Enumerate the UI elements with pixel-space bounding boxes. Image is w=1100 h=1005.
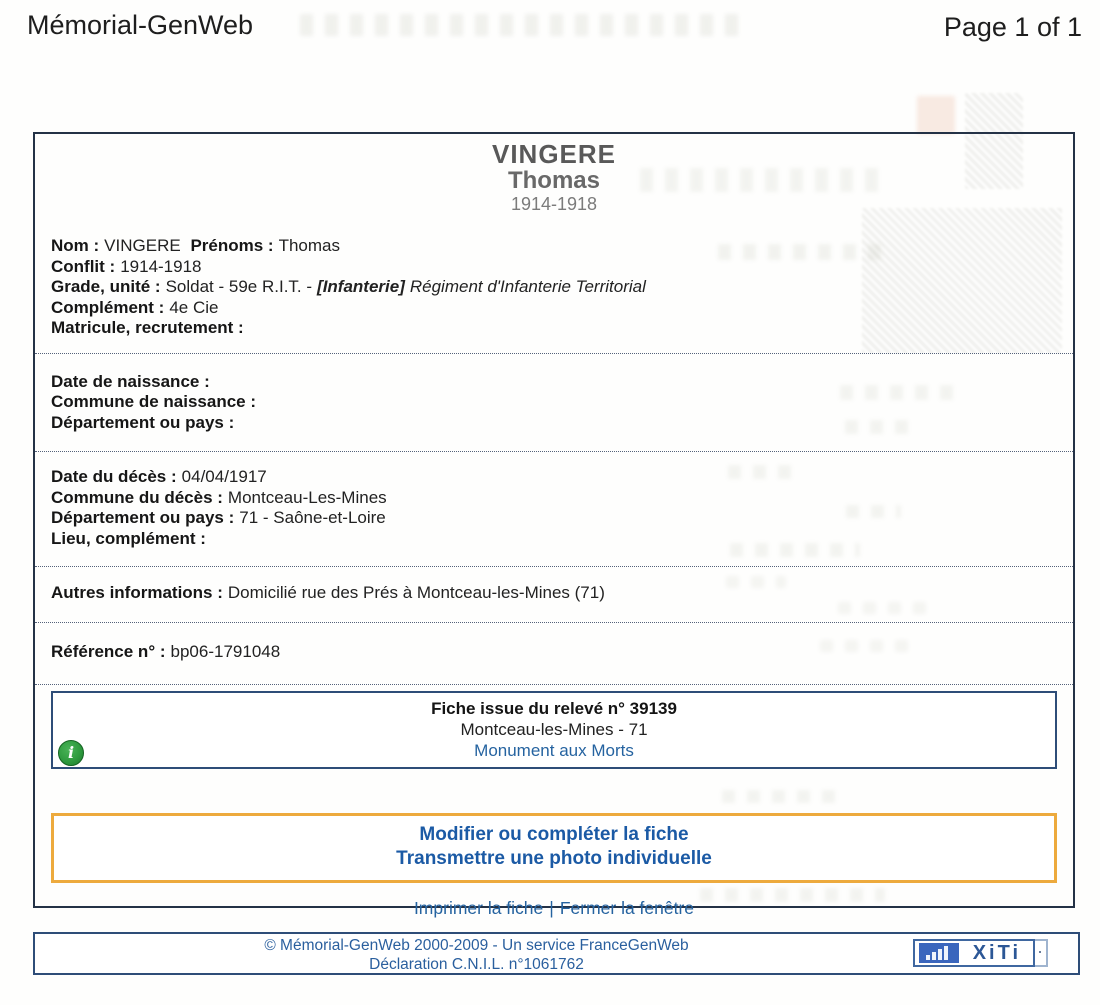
footer-bar: © Mémorial-GenWeb 2000-2009 - Un service… [33,932,1080,975]
grade-value: Soldat - 59e R.I.T. - [165,277,313,296]
conflit-label: Conflit : [51,256,116,276]
releve-place: Montceau-les-Mines - 71 [460,720,648,739]
record-given-name: Thomas [507,167,600,194]
xiti-side-box[interactable] [1035,939,1048,967]
conflit-value: 1914-1918 [120,256,202,276]
prenoms-label: Prénoms : [190,236,274,255]
row-conflit: Conflit :1914-1918 [51,257,1057,278]
reference-value: bp06-1791048 [170,641,281,661]
section-divider [35,352,1073,354]
row-nom-prenoms: Nom : VINGERE Prénoms : Thomas [51,236,1057,257]
row-death-lieu: Lieu, complément : [51,529,1057,550]
death-date-value: 04/04/1917 [181,467,267,486]
row-birth-commune: Commune de naissance : [51,392,1057,413]
birth-departement-label: Département ou pays : [51,412,235,432]
nom-value: VINGERE [104,236,181,255]
death-date-label: Date du décès : [51,467,177,486]
xiti-widget: XiTi [912,938,1048,968]
row-birth-date: Date de naissance : [51,372,1057,393]
modify-record-link[interactable]: Modifier ou compléter la fiche [419,824,689,845]
link-separator: | [549,898,554,918]
record-card: VINGERE Thomas 1914-1918 Nom : VINGERE Pr… [33,132,1075,918]
row-matricule: Matricule, recrutement : [51,318,1057,339]
footer-cnil: Déclaration C.N.I.L. n°1061762 [369,956,584,973]
xiti-logo-link[interactable]: XiTi [912,939,1035,967]
section-divider [35,566,1073,567]
other-info-value: Domicilié rue des Prés à Montceau-les-Mi… [227,583,605,602]
monument-link[interactable]: Monument aux Morts [474,741,634,760]
complement-value: 4e Cie [169,297,219,317]
print-record-link[interactable]: Imprimer la fiche [413,898,544,918]
row-grade-unite: Grade, unité : Soldat - 59e R.I.T. - [Infa… [51,277,1057,298]
row-complement: Complément :4e Cie [51,298,1057,319]
section-death: Date du décès :04/04/1917 Commune du déc… [51,452,1057,566]
info-icon[interactable]: i [58,740,84,766]
row-death-departement: Département ou pays :71 - Saône-et-Loire [51,508,1057,529]
submit-photo-link[interactable]: Transmettre une photo individuelle [396,848,712,869]
releve-box: Fiche issue du relevé n° 39139 Montceau-… [51,691,1057,769]
section-identity: Nom : VINGERE Prénoms : Thomas Conflit :19… [51,215,1057,353]
grade-label: Grade, unité : [51,277,161,296]
scan-artifact [300,14,740,36]
matricule-label: Matricule, recrutement : [51,318,244,337]
print-close-row: Imprimer la fiche | Fermer la fenêtre [51,898,1057,919]
death-commune-label: Commune du décès : [51,487,223,507]
record-surname: VINGERE [491,139,617,169]
close-window-link[interactable]: Fermer la fenêtre [559,898,695,918]
section-divider [35,621,1073,623]
row-death-date: Date du décès :04/04/1917 [51,467,1057,488]
section-divider [35,451,1073,452]
section-other-info: Autres informations : Domicilié rue des P… [51,567,1057,622]
footer-copyright: © Mémorial-GenWeb 2000-2009 - Un service… [264,937,689,954]
section-reference: Référence n° : bp06-1791048 [51,623,1057,685]
record-title-block: VINGERE Thomas 1914-1918 [51,134,1057,215]
birth-date-label: Date de naissance : [51,371,210,391]
record-war-years: 1914-1918 [510,194,598,214]
section-birth: Date de naissance : Commune de naissance… [51,354,1057,452]
reference-label: Référence n° : [51,641,166,661]
death-departement-label: Département ou pays : [51,508,235,527]
complement-label: Complément : [51,297,165,317]
death-commune-value: Montceau-Les-Mines [227,487,387,507]
row-death-commune: Commune du décès : Montceau-Les-Mines [51,488,1057,509]
xiti-label: XiTi [972,942,1021,964]
grade-arm-desc: Régiment d'Infanterie Territorial [409,277,646,296]
section-divider [35,684,1073,685]
bar-chart-icon [918,943,959,963]
grade-arm-tag: [Infanterie] [317,277,405,296]
row-birth-departement: Département ou pays : [51,413,1057,434]
scan-artifact [917,96,955,134]
death-departement-value: 71 - Saône-et-Loire [239,508,386,527]
death-lieu-label: Lieu, complément : [51,528,206,548]
page-indicator: Page 1 of 1 [943,12,1082,42]
action-box: Modifier ou compléter la fiche Transmett… [51,813,1057,883]
site-brand: Mémorial-GenWeb [27,10,254,40]
releve-title: Fiche issue du relevé n° 39139 [431,699,677,718]
footer-text: © Mémorial-GenWeb 2000-2009 - Un service… [75,936,878,974]
birth-commune-label: Commune de naissance : [51,392,257,411]
other-info-label: Autres informations : [51,583,223,602]
nom-label: Nom : [51,236,100,255]
prenoms-value: Thomas [278,236,340,255]
